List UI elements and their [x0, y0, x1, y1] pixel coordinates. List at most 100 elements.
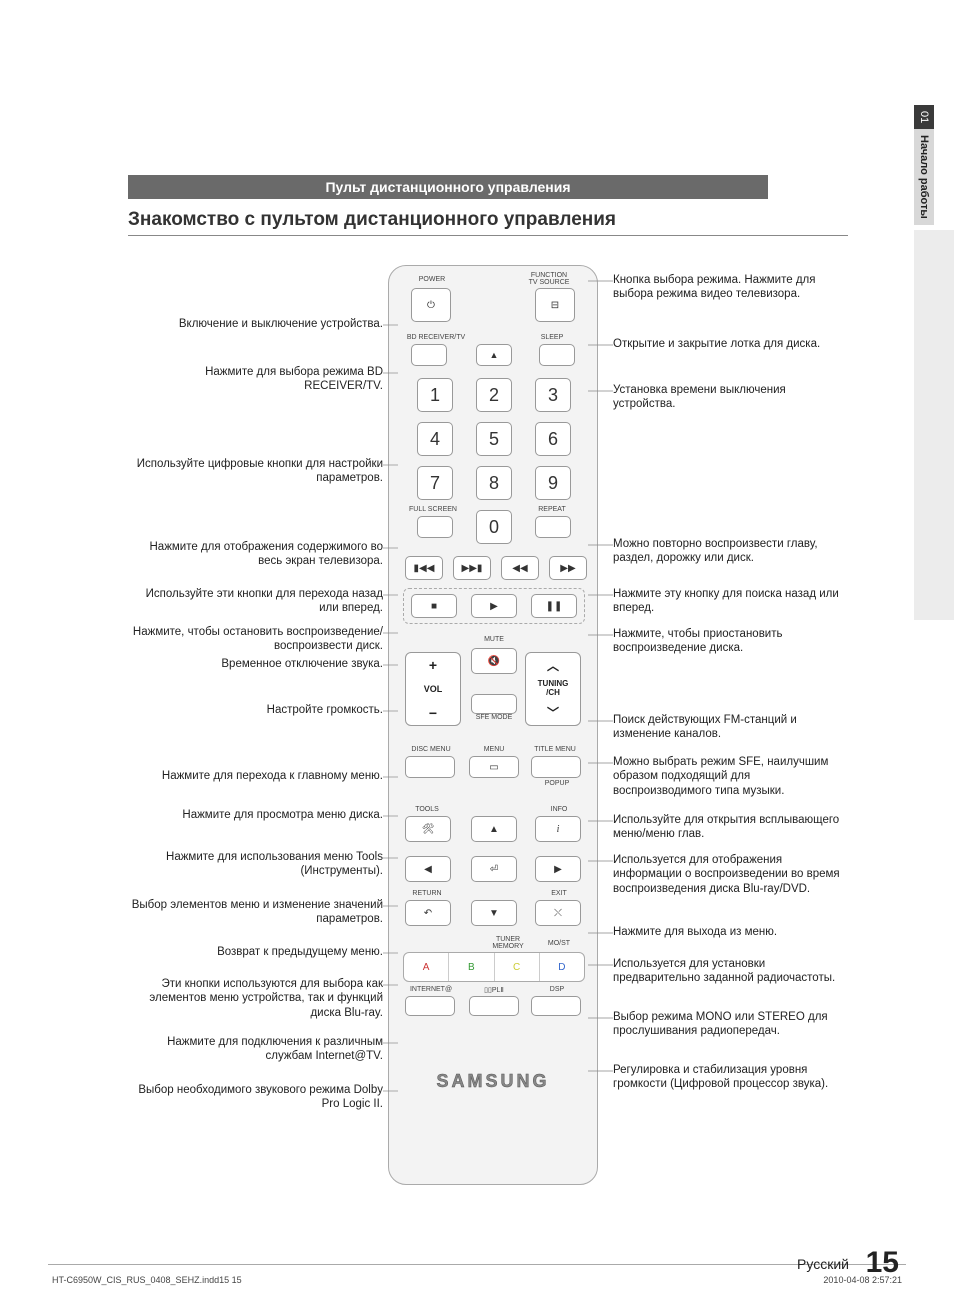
label-fullscreen: FULL SCREEN: [403, 506, 463, 513]
abcd-row: A B C D: [403, 952, 585, 982]
callout-right-6: Поиск действующих FM-станций и изменение…: [613, 713, 848, 742]
callout-right-4: Нажмите эту кнопку для поиска назад или …: [613, 587, 848, 616]
callout-left-5: Нажмите, чтобы остановить воспроизведени…: [128, 625, 383, 654]
ch-down-icon: ﹀: [547, 704, 559, 721]
label-return: RETURN: [405, 890, 449, 897]
label-popup: POPUP: [537, 780, 577, 787]
sleep-button: [539, 344, 575, 366]
callout-left-0: Включение и выключение устройства.: [128, 317, 383, 331]
footer-file: HT-C6950W_CIS_RUS_0408_SEHZ.indd15 15: [52, 1275, 242, 1285]
repeat-button: [535, 516, 571, 538]
callout-right-1: Открытие и закрытие лотка для диска.: [613, 337, 848, 351]
label-tools: TOOLS: [407, 806, 447, 813]
label-info: INFO: [539, 806, 579, 813]
callout-left-10: Нажмите для использования меню Tools (Ин…: [128, 850, 383, 879]
callout-right-5: Нажмите, чтобы приостановить воспроизвед…: [613, 627, 848, 656]
callout-right-10: Нажмите для выхода из меню.: [613, 925, 848, 939]
title-rule: [128, 235, 848, 236]
callout-left-3: Нажмите для отображения содержимого во в…: [128, 540, 383, 569]
num-0: 0: [476, 510, 512, 544]
label-repeat: REPEAT: [527, 506, 577, 513]
page: Пульт дистанционного управления Знакомст…: [48, 105, 906, 1240]
chapter-num: 01: [914, 105, 934, 129]
callout-left-12: Возврат к предыдущему меню.: [128, 945, 383, 959]
num-5: 5: [476, 422, 512, 456]
footer-lang: Русский: [797, 1256, 849, 1272]
skip-back-button: ▮◀◀: [405, 556, 443, 580]
function-button: ⊟: [535, 288, 575, 322]
skip-fwd-button: ▶▶▮: [453, 556, 491, 580]
num-7: 7: [417, 466, 453, 500]
num-4: 4: [417, 422, 453, 456]
callout-left-13: Эти кнопки используются для выбора как э…: [128, 977, 383, 1020]
callout-left-4: Используйте эти кнопки для перехода наза…: [128, 587, 383, 616]
power-icon: ⏻: [427, 300, 435, 311]
d-button: D: [540, 953, 584, 981]
callout-left-1: Нажмите для выбора режима BD RECEIVER/TV…: [128, 365, 383, 394]
callout-right-7: Можно выбрать режим SFE, наилучшим образ…: [613, 755, 848, 798]
tuning-label: TUNING /CH: [538, 680, 569, 698]
callout-right-3: Можно повторно воспроизвести главу, разд…: [613, 537, 848, 566]
label-menu: MENU: [471, 746, 517, 753]
pause-button: ❚❚: [531, 594, 577, 618]
num-6: 6: [535, 422, 571, 456]
callout-left-9: Нажмите для просмотра меню диска.: [128, 808, 383, 822]
callout-left-2: Используйте цифровые кнопки для настройк…: [128, 457, 383, 486]
vol-down-icon: −: [429, 705, 437, 721]
label-sleep: SLEEP: [527, 334, 577, 341]
callout-right-11: Используется для установки предварительн…: [613, 957, 848, 986]
callout-left-8: Нажмите для перехода к главному меню.: [128, 769, 383, 783]
callout-left-14: Нажмите для подключения к различным служ…: [128, 1035, 383, 1064]
label-discmenu: DISC MENU: [403, 746, 459, 753]
info-button: i: [535, 816, 581, 842]
nav-left-button: ◀: [405, 856, 451, 882]
c-button: C: [495, 953, 540, 981]
label-dsp: DSP: [537, 986, 577, 993]
internet-button: [405, 996, 455, 1016]
enter-button: ⏎: [471, 856, 517, 882]
side-tab: 01 Начало работы: [914, 105, 954, 225]
num-1: 1: [417, 378, 453, 412]
rewind-button: ◀◀: [501, 556, 539, 580]
label-tuner: TUNER MEMORY: [483, 936, 533, 950]
brand-logo: SAMSUNG: [389, 1071, 597, 1092]
callout-right-8: Используйте для открытия всплывающего ме…: [613, 813, 848, 842]
tools-button: 🛠: [405, 816, 451, 842]
nav-up-button: ▲: [471, 816, 517, 842]
stop-button: ■: [411, 594, 457, 618]
callout-right-13: Регулировка и стабилизация уровня громко…: [613, 1063, 848, 1092]
label-function: FUNCTION TV SOURCE: [519, 272, 579, 286]
callout-left-6: Временное отключение звука.: [128, 657, 383, 671]
label-internet: INTERNET@: [403, 986, 459, 993]
power-button: ⏻: [411, 288, 451, 322]
label-titlemenu: TITLE MENU: [527, 746, 583, 753]
ffwd-button: ▶▶: [549, 556, 587, 580]
num-8: 8: [476, 466, 512, 500]
num-2: 2: [476, 378, 512, 412]
footer-date: 2010-04-08 2:57:21: [823, 1275, 902, 1285]
eject-button: ▲: [476, 344, 512, 366]
sfe-button: [471, 694, 517, 714]
callout-right-12: Выбор режима MONO или STEREO для прослуш…: [613, 1010, 848, 1039]
discmenu-button: [405, 756, 455, 778]
titlemenu-button: [531, 756, 581, 778]
fullscreen-button: [417, 516, 453, 538]
vol-label: VOL: [424, 684, 443, 694]
callout-left-15: Выбор необходимого звукового режима Dolb…: [128, 1083, 383, 1112]
menu-button: ▭: [469, 756, 519, 778]
section-bar: Пульт дистанционного управления: [128, 175, 768, 199]
page-title: Знакомство с пультом дистанционного упра…: [128, 209, 616, 231]
remote-control-diagram: POWER FUNCTION TV SOURCE ⏻ ⊟ BD RECEIVER…: [388, 265, 598, 1185]
a-button: A: [404, 953, 449, 981]
num-9: 9: [535, 466, 571, 500]
mute-button: 🔇: [471, 648, 517, 674]
label-power: POWER: [407, 276, 457, 283]
callout-right-2: Установка времени выключения устройства.: [613, 383, 848, 412]
nav-down-button: ▼: [471, 900, 517, 926]
label-exit: EXIT: [537, 890, 581, 897]
b-button: B: [449, 953, 494, 981]
label-bdrecv: BD RECEIVER/TV: [401, 334, 471, 341]
footer-rule: [48, 1264, 906, 1265]
label-pl2: ▯▯PLⅡ: [469, 986, 519, 994]
exit-button: ⤬: [535, 900, 581, 926]
